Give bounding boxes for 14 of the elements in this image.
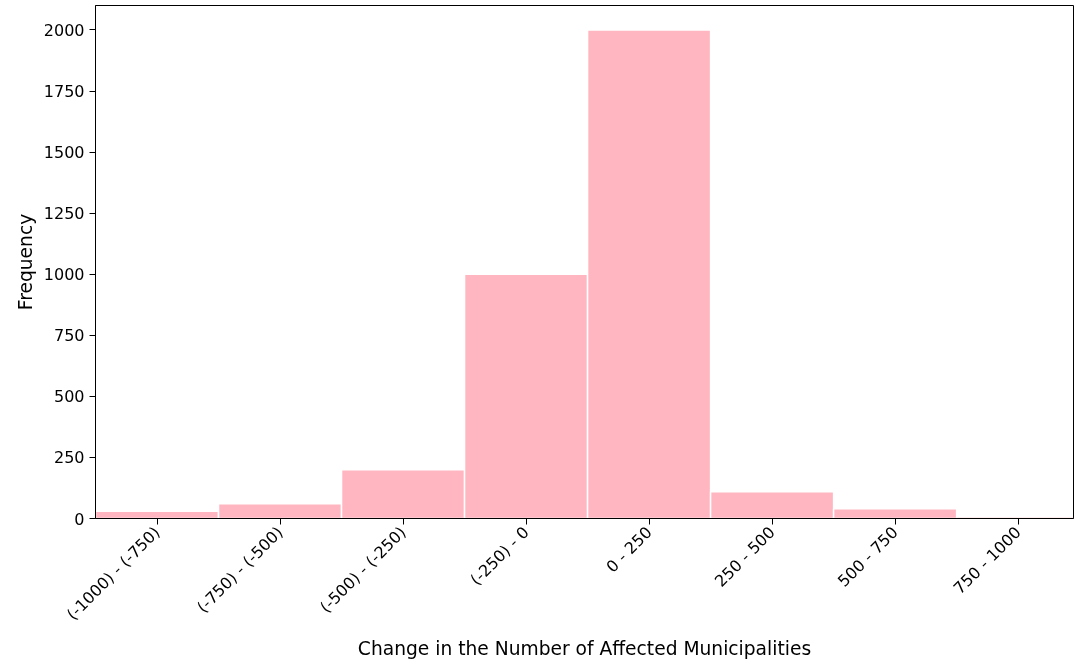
y-tick-label: 1250 (43, 204, 85, 224)
y-tick-label: 500 (53, 387, 85, 407)
y-tick-label: 750 (53, 326, 85, 346)
y-tick-label: 1000 (43, 265, 85, 285)
x-tick-label: 500 - 750 (833, 522, 902, 591)
x-axis-title: Change in the Number of Affected Municipalities (357, 638, 812, 660)
y-tick-label: 0 (74, 509, 85, 529)
y-tick-label: 250 (53, 448, 85, 468)
y-tick-label: 1500 (43, 143, 85, 163)
x-tick-label: 0 - 250 (602, 522, 656, 577)
y-tick-label: 2000 (43, 20, 85, 40)
y-tick-label: 1750 (43, 82, 85, 101)
x-tick-label: 250 - 500 (710, 522, 779, 591)
y-axis-title: Frequency (14, 213, 36, 311)
